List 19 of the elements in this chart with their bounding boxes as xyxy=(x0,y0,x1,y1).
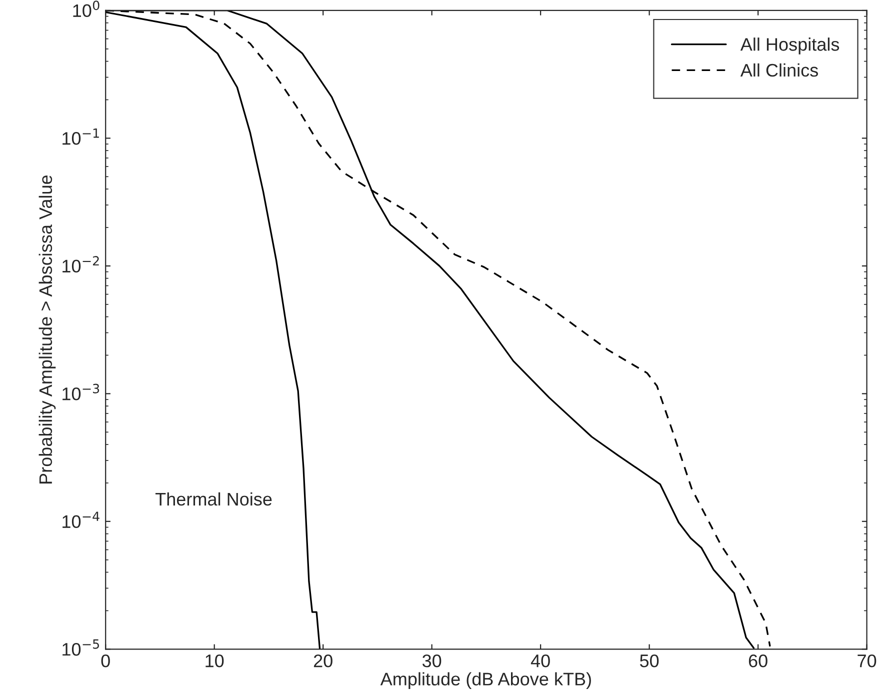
legend-label: All Clinics xyxy=(740,63,818,77)
y-axis-title: Probability Amplitude > Abscissa Value xyxy=(38,175,56,484)
x-tick-label: 10 xyxy=(206,654,224,668)
x-tick-label: 30 xyxy=(422,654,442,668)
y-tick-label: 10$^{−4}$ xyxy=(62,512,100,528)
x-tick-label: 20 xyxy=(314,654,332,668)
x-tick-label: 50 xyxy=(640,654,659,668)
y-tick-label: 10$^{−5}$ xyxy=(62,639,99,656)
y-tick-label: 10$^{0}$ xyxy=(73,0,100,18)
x-tick-label: 70 xyxy=(858,654,876,668)
x-tick-label: 0 xyxy=(101,654,110,668)
y-tick-label: 10$^{−3}$ xyxy=(62,384,100,400)
x-axis-title: Amplitude (dB Above kTB) xyxy=(380,672,591,690)
annotation: Thermal Noise xyxy=(155,492,272,506)
y-tick-label: 10$^{−2}$ xyxy=(62,256,99,273)
legend-label: All Hospitals xyxy=(740,38,840,54)
x-tick-label: 60 xyxy=(748,654,768,668)
y-tick-label: 10$^{−1}$ xyxy=(62,128,99,145)
x-tick-label: 40 xyxy=(530,654,550,668)
